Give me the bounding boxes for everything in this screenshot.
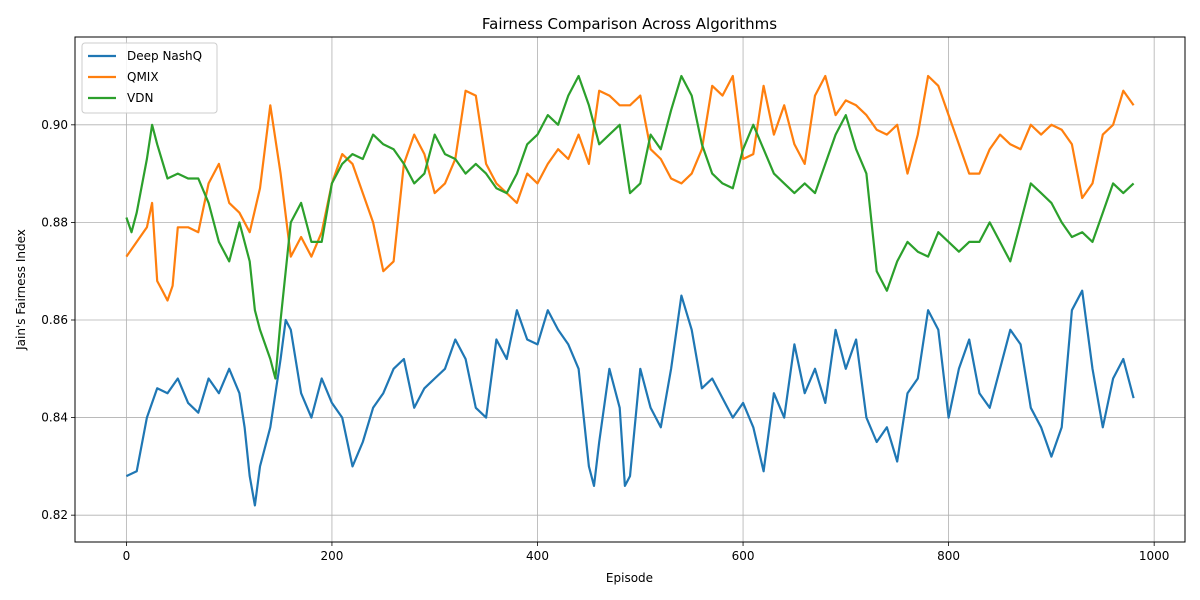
x-axis-label: Episode	[606, 571, 653, 585]
y-tick-label: 0.88	[41, 215, 68, 229]
y-tick-label: 0.90	[41, 118, 68, 132]
grid	[75, 37, 1185, 542]
series-line-vdn	[125, 74, 1135, 380]
legend-label-vdn: VDN	[127, 91, 153, 105]
y-tick-label: 0.82	[41, 508, 68, 522]
legend-box	[81, 42, 218, 114]
y-axis-ticks: 0.82 0.84 0.86 0.88 0.90	[41, 118, 75, 522]
plot-lines	[125, 74, 1135, 507]
x-tick-label: 1000	[1139, 549, 1170, 563]
x-axis-ticks: 0 200 400 600 800 1000	[123, 542, 1170, 563]
x-tick-label: 800	[937, 549, 960, 563]
legend-label-deep-nashq: Deep NashQ	[127, 49, 202, 63]
y-tick-label: 0.84	[41, 411, 68, 425]
series-line-deep-nashq	[125, 289, 1135, 507]
legend: Deep NashQ QMIX VDN	[81, 42, 218, 114]
x-tick-label: 400	[526, 549, 549, 563]
series-line-qmix	[125, 74, 1135, 302]
plot-frame	[74, 36, 1186, 543]
y-tick-label: 0.86	[41, 313, 68, 327]
x-tick-label: 200	[320, 549, 343, 563]
legend-label-qmix: QMIX	[127, 70, 159, 84]
x-tick-label: 600	[732, 549, 755, 563]
x-tick-label: 0	[123, 549, 131, 563]
y-axis-label: Jain's Fairness Index	[14, 229, 28, 351]
chart-title: Fairness Comparison Across Algorithms	[482, 15, 777, 33]
